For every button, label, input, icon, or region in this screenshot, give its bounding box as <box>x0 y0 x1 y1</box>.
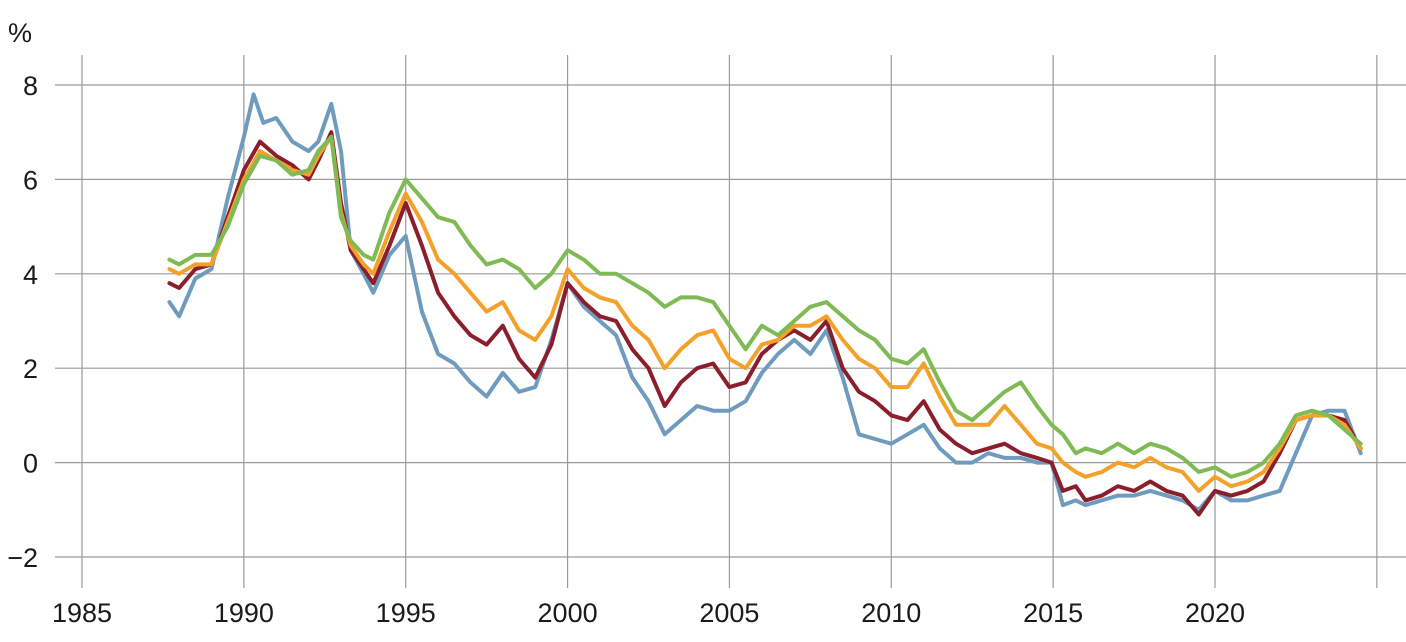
series-lines <box>167 92 1363 517</box>
x-tick-label: 2020 <box>1185 598 1245 628</box>
vertical-gridlines <box>81 55 1378 588</box>
x-tick-label: 2010 <box>861 598 921 628</box>
x-tick-label: 1985 <box>52 598 112 628</box>
x-tick-label: 1990 <box>214 598 274 628</box>
y-tick-label: 6 <box>23 165 38 195</box>
series-line-4 <box>167 134 1363 479</box>
y-tick-labels: 8 6 4 2 0 −2 <box>7 71 38 573</box>
x-tick-label: 1995 <box>376 598 436 628</box>
y-tick-label: −2 <box>7 543 38 573</box>
y-tick-label: 2 <box>23 354 38 384</box>
series-line-3 <box>167 134 1363 493</box>
x-tick-labels: 1985 1990 1995 2000 2005 2010 2015 2020 <box>52 598 1245 628</box>
x-tick-label: 2005 <box>699 598 759 628</box>
x-tick-label: 2015 <box>1023 598 1083 628</box>
series-line-1 <box>167 92 1363 512</box>
y-axis-unit-label: % <box>8 18 32 48</box>
y-tick-label: 8 <box>23 71 38 101</box>
horizontal-gridlines <box>55 84 1406 558</box>
y-tick-label: 0 <box>23 449 38 479</box>
x-tick-label: 2000 <box>538 598 598 628</box>
y-tick-label: 4 <box>23 260 38 290</box>
